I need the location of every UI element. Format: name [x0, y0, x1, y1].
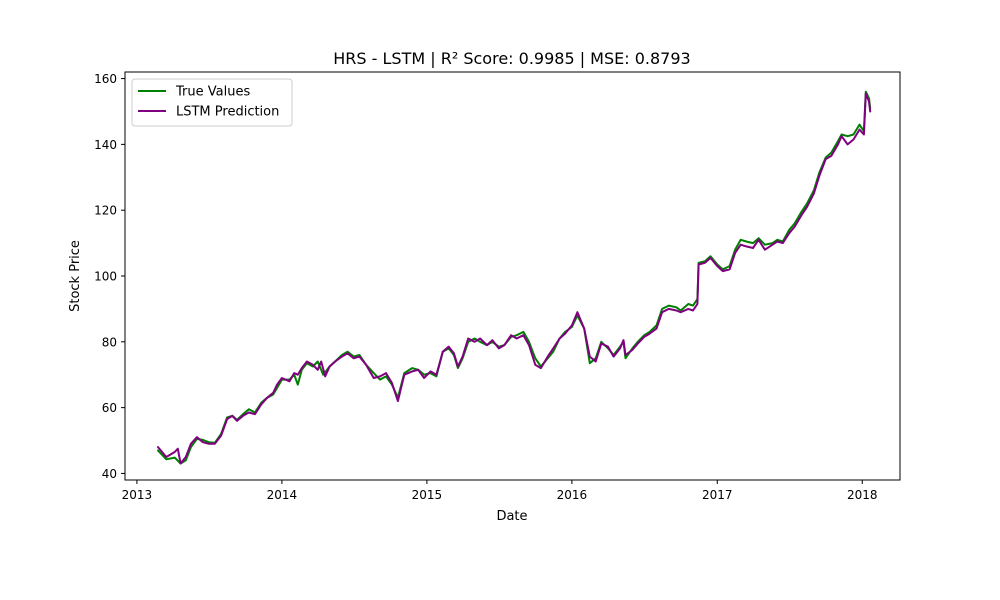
y-tick-label: 100 — [94, 270, 117, 284]
legend-lstm-prediction-label: LSTM Prediction — [176, 105, 279, 120]
legend-true-values-label: True Values — [175, 85, 250, 100]
axes-frame — [125, 72, 900, 480]
x-axis-label: Date — [496, 509, 527, 524]
y-tick-label: 140 — [94, 138, 117, 152]
y-tick-label: 40 — [102, 467, 117, 481]
x-tick-label: 2014 — [267, 488, 298, 502]
y-tick-label: 160 — [94, 72, 117, 86]
y-axis-label: Stock Price — [68, 240, 83, 312]
y-tick-label: 120 — [94, 204, 117, 218]
x-tick-label: 2018 — [847, 488, 878, 502]
chart-title: HRS - LSTM | R² Score: 0.9985 | MSE: 0.8… — [333, 49, 690, 68]
y-tick-label: 60 — [102, 401, 117, 415]
x-tick-label: 2016 — [557, 488, 588, 502]
legend: True Values LSTM Prediction — [131, 78, 293, 127]
series-layer — [157, 90, 872, 465]
plot-area — [124, 71, 901, 481]
x-tick-label: 2017 — [702, 488, 733, 502]
legend-box — [131, 78, 293, 127]
series-line-true-values — [157, 90, 872, 465]
y-tick-label: 80 — [102, 335, 117, 349]
y-axis: 40 60 80 100 120 140 160 — [94, 72, 125, 481]
x-tick-label: 2013 — [122, 488, 153, 502]
x-tick-label: 2015 — [412, 488, 443, 502]
series-line-lstm-prediction — [157, 92, 872, 465]
x-axis: 2013 2014 2015 2016 2017 2018 — [122, 480, 878, 502]
